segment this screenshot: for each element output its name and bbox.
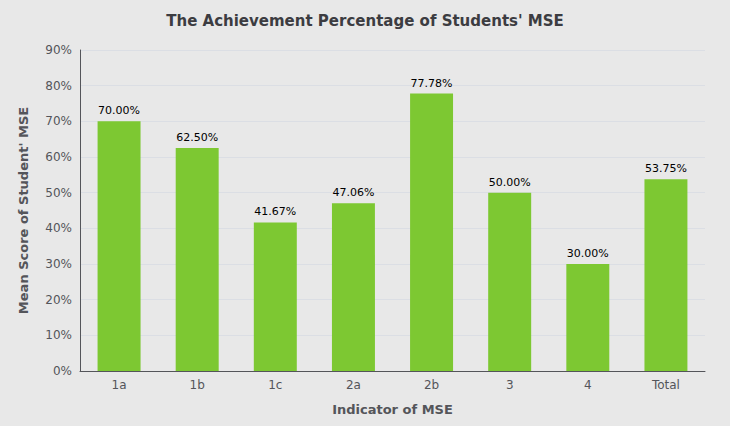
svg-text:50%: 50%: [45, 186, 72, 200]
svg-text:80%: 80%: [45, 79, 72, 93]
svg-text:90%: 90%: [45, 43, 72, 57]
svg-text:77.78%: 77.78%: [411, 77, 453, 90]
svg-text:2b: 2b: [424, 378, 439, 392]
svg-text:30%: 30%: [45, 257, 72, 271]
svg-text:60%: 60%: [45, 150, 72, 164]
svg-text:30.00%: 30.00%: [567, 247, 609, 260]
svg-text:50.00%: 50.00%: [489, 176, 531, 189]
svg-text:4: 4: [584, 378, 592, 392]
svg-text:Mean Score of Student' MSE: Mean Score of Student' MSE: [16, 107, 31, 314]
svg-text:47.06%: 47.06%: [332, 186, 374, 199]
svg-text:20%: 20%: [45, 293, 72, 307]
svg-text:Indicator of MSE: Indicator of MSE: [332, 402, 453, 417]
svg-text:Total: Total: [651, 378, 680, 392]
svg-text:70%: 70%: [45, 114, 72, 128]
svg-text:53.75%: 53.75%: [645, 162, 687, 175]
svg-text:1c: 1c: [268, 378, 282, 392]
svg-text:10%: 10%: [45, 328, 72, 342]
svg-text:70.00%: 70.00%: [98, 104, 140, 117]
svg-text:The Achievement Percentage of: The Achievement Percentage of Students' …: [166, 12, 564, 30]
svg-text:40%: 40%: [45, 221, 72, 235]
svg-text:1b: 1b: [190, 378, 205, 392]
svg-text:3: 3: [506, 378, 514, 392]
svg-text:2a: 2a: [346, 378, 361, 392]
svg-text:41.67%: 41.67%: [254, 205, 296, 218]
svg-text:62.50%: 62.50%: [176, 131, 218, 144]
svg-text:1a: 1a: [112, 378, 127, 392]
svg-text:0%: 0%: [53, 364, 72, 378]
